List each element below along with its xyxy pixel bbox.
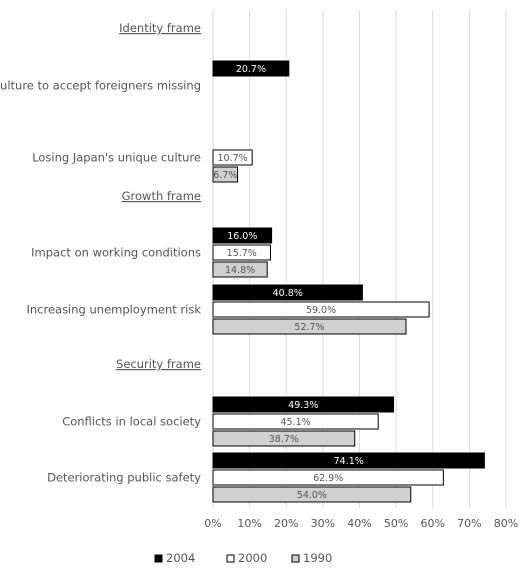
grid-lines: [212, 10, 507, 508]
legend: 2004 2000 1990: [154, 551, 332, 565]
data-label-1990-deteriorating-public-safety: 54.0%: [297, 490, 327, 501]
legend-label-2004: 2004: [166, 551, 195, 565]
data-label-2000-losing-japan-s-unique-culture: 10.7%: [218, 153, 248, 164]
frame-heading-growth-frame: Growth frame: [122, 189, 201, 203]
x-tick-label: 30%: [311, 517, 335, 530]
data-label-1990-conflicts-in-local-society: 38.7%: [269, 434, 299, 445]
x-tick-label: 20%: [274, 517, 298, 530]
bar-2004-culture-to-accept-foreigners-missing: [212, 60, 290, 77]
data-label-2004-deteriorating-public-safety: 74.1%: [334, 456, 364, 467]
data-label-2000-impact-on-working-conditions: 15.7%: [227, 248, 257, 259]
data-label-2004-culture-to-accept-foreigners-missing: 20.7%: [236, 64, 266, 75]
x-tick-label: 70%: [457, 517, 481, 530]
x-axis-ticks: 0% 10% 20% 30% 40% 50% 60% 70% 80%: [204, 517, 518, 530]
data-label-2004-conflicts-in-local-society: 49.3%: [288, 400, 318, 411]
bar-2004-conflicts-in-local-society: [212, 396, 395, 413]
bar-2000-increasing-unemployment-risk: [212, 301, 430, 318]
bar-1990-deteriorating-public-safety: [212, 486, 412, 503]
bar-1990-increasing-unemployment-risk: [212, 318, 407, 335]
bar-2000-losing-japan-s-unique-culture: [212, 149, 253, 166]
bar-2000-impact-on-working-conditions: [212, 244, 272, 261]
x-tick-label: 40%: [347, 517, 371, 530]
data-label-2000-deteriorating-public-safety: 62.9%: [313, 473, 343, 484]
bar-2004-increasing-unemployment-risk: [212, 284, 363, 301]
legend-label-1990: 1990: [303, 551, 332, 565]
legend-swatch-1990: [291, 554, 300, 563]
x-tick-label: 50%: [384, 517, 408, 530]
legend-swatch-2004: [154, 554, 163, 563]
data-label-2000-conflicts-in-local-society: 45.1%: [280, 417, 310, 428]
data-label-1990-increasing-unemployment-risk: 52.7%: [294, 322, 324, 333]
x-tick-label: 80%: [494, 517, 518, 530]
frame-heading-security-frame: Security frame: [116, 357, 201, 371]
bar-2004-impact-on-working-conditions: [212, 227, 273, 244]
category-label-increasing-unemployment-risk: Increasing unemployment risk: [26, 303, 201, 317]
bar-1990-impact-on-working-conditions: [212, 261, 268, 278]
bar-2004-deteriorating-public-safety: [212, 452, 485, 469]
legend-swatch-2000: [226, 554, 235, 563]
data-label-2000-increasing-unemployment-risk: 59.0%: [306, 305, 336, 316]
x-tick-label: 60%: [421, 517, 445, 530]
frame-heading-identity-frame: Identity frame: [119, 21, 201, 35]
data-label-2004-increasing-unemployment-risk: 40.8%: [273, 288, 303, 299]
category-label-losing-japan-s-unique-culture: Losing Japan's unique culture: [32, 151, 201, 165]
category-label-culture-to-accept-foreigners-missing: Culture to accept foreigners missing: [0, 79, 201, 93]
x-tick-label: 0%: [204, 517, 221, 530]
data-label-2004-impact-on-working-conditions: 16.0%: [227, 231, 257, 242]
category-labels: Identity frame Culture to accept foreigne…: [0, 21, 201, 485]
bar-2000-deteriorating-public-safety: [212, 469, 444, 486]
x-tick-label: 10%: [237, 517, 261, 530]
category-label-deteriorating-public-safety: Deteriorating public safety: [47, 471, 201, 485]
bar-1990-losing-japan-s-unique-culture: [212, 166, 239, 183]
category-label-conflicts-in-local-society: Conflicts in local society: [62, 415, 201, 429]
bar-1990-conflicts-in-local-society: [212, 430, 356, 447]
category-label-impact-on-working-conditions: Impact on working conditions: [31, 246, 201, 260]
data-label-1990-losing-japan-s-unique-culture: 6.7%: [213, 170, 237, 181]
bars: 20.7% 10.7% 6.7% 16.0% 15.7% 14.8% 40.8%59.0% 5…: [212, 60, 485, 503]
bar-2000-conflicts-in-local-society: [212, 413, 379, 430]
legend-label-2000: 2000: [238, 551, 267, 565]
data-label-1990-impact-on-working-conditions: 14.8%: [225, 265, 255, 276]
